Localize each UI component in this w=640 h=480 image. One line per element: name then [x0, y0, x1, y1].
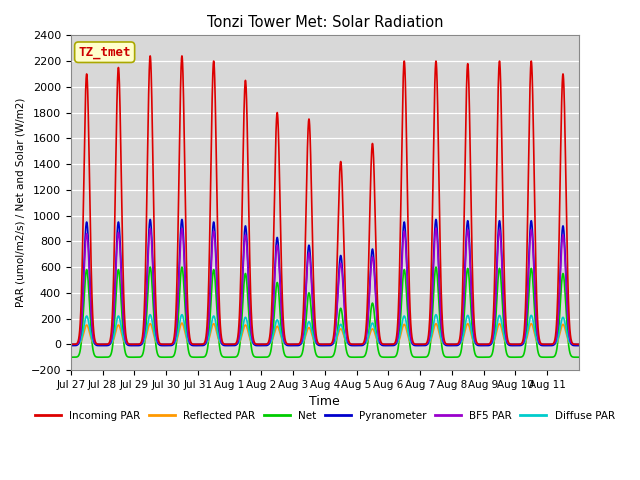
- Net: [367, 303, 375, 309]
- X-axis label: Time: Time: [310, 396, 340, 408]
- Reflected PAR: [178, 320, 186, 326]
- Diffuse PAR: [444, 341, 451, 347]
- Pyranometer: [390, 343, 397, 348]
- Pyranometer: [147, 216, 154, 222]
- Net: [575, 354, 582, 360]
- Pyranometer: [67, 343, 75, 348]
- Pyranometer: [444, 343, 451, 348]
- Net: [67, 354, 75, 360]
- BF5 PAR: [444, 341, 451, 347]
- Incoming PAR: [390, 341, 397, 347]
- Incoming PAR: [367, 152, 375, 158]
- Reflected PAR: [471, 340, 479, 346]
- Text: TZ_tmet: TZ_tmet: [78, 46, 131, 59]
- Net: [251, 354, 259, 360]
- Net: [471, 349, 479, 355]
- Diffuse PAR: [575, 341, 582, 347]
- Line: Reflected PAR: Reflected PAR: [71, 323, 579, 344]
- Diffuse PAR: [251, 341, 259, 347]
- Line: Diffuse PAR: Diffuse PAR: [71, 315, 579, 344]
- Pyranometer: [471, 336, 479, 342]
- Pyranometer: [367, 252, 375, 257]
- Reflected PAR: [390, 341, 397, 347]
- Incoming PAR: [444, 341, 451, 347]
- Net: [92, 354, 100, 360]
- Incoming PAR: [471, 326, 479, 332]
- Pyranometer: [251, 342, 259, 348]
- Diffuse PAR: [390, 341, 397, 347]
- Reflected PAR: [92, 341, 100, 347]
- BF5 PAR: [367, 259, 375, 264]
- BF5 PAR: [471, 336, 479, 341]
- Incoming PAR: [147, 53, 154, 59]
- Title: Tonzi Tower Met: Solar Radiation: Tonzi Tower Met: Solar Radiation: [207, 15, 443, 30]
- Line: Net: Net: [71, 267, 579, 357]
- Diffuse PAR: [147, 312, 154, 318]
- Reflected PAR: [575, 341, 582, 347]
- Diffuse PAR: [367, 322, 375, 327]
- Reflected PAR: [444, 341, 451, 347]
- Net: [147, 264, 154, 270]
- Y-axis label: PAR (umol/m2/s) / Net and Solar (W/m2): PAR (umol/m2/s) / Net and Solar (W/m2): [15, 98, 25, 307]
- Incoming PAR: [251, 340, 259, 346]
- Reflected PAR: [251, 341, 259, 347]
- Diffuse PAR: [471, 340, 479, 346]
- Line: Incoming PAR: Incoming PAR: [71, 56, 579, 344]
- Pyranometer: [575, 343, 582, 348]
- Pyranometer: [92, 342, 100, 348]
- BF5 PAR: [92, 341, 100, 347]
- Incoming PAR: [67, 341, 75, 347]
- Reflected PAR: [367, 327, 375, 333]
- Incoming PAR: [92, 340, 100, 346]
- Line: BF5 PAR: BF5 PAR: [71, 228, 579, 344]
- BF5 PAR: [251, 341, 259, 347]
- Line: Pyranometer: Pyranometer: [71, 219, 579, 346]
- Diffuse PAR: [67, 341, 75, 347]
- BF5 PAR: [575, 341, 582, 347]
- Legend: Incoming PAR, Reflected PAR, Net, Pyranometer, BF5 PAR, Diffuse PAR: Incoming PAR, Reflected PAR, Net, Pyrano…: [31, 407, 619, 425]
- BF5 PAR: [67, 341, 75, 347]
- Reflected PAR: [67, 341, 75, 347]
- BF5 PAR: [147, 226, 154, 231]
- Net: [390, 354, 397, 360]
- Net: [444, 354, 451, 360]
- BF5 PAR: [390, 341, 397, 347]
- Diffuse PAR: [92, 341, 100, 347]
- Incoming PAR: [575, 341, 582, 347]
